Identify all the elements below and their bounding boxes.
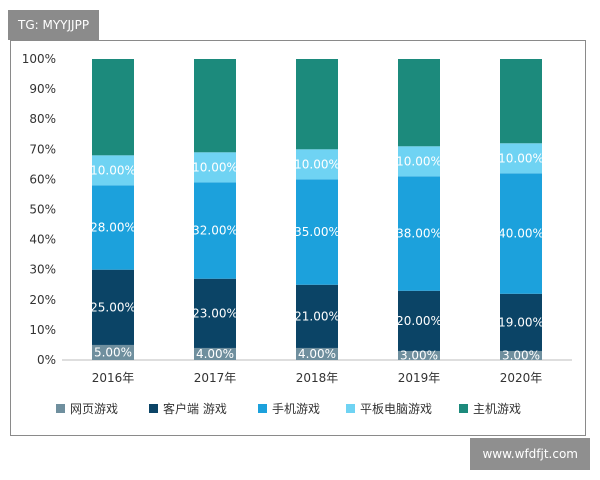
data-label: 19.00% bbox=[498, 315, 544, 329]
bar-segment bbox=[194, 347, 236, 360]
bar-segment bbox=[500, 173, 542, 294]
bar-segment bbox=[296, 284, 338, 348]
bar-segment bbox=[296, 149, 338, 180]
bar-segment bbox=[398, 59, 440, 147]
y-tick-label: 60% bbox=[29, 172, 56, 186]
bar-segment bbox=[296, 59, 338, 150]
bar-segment bbox=[92, 59, 134, 156]
data-labels-layer: 5.00% 25.00% 28.00% 10.00% 4.00% 23.00% 32.00%… bbox=[90, 151, 544, 362]
bar-segment bbox=[398, 350, 440, 360]
watermark-top-badge: TG: MYYJJPP bbox=[8, 10, 100, 40]
data-label: 20.00% bbox=[396, 314, 442, 328]
data-label: 10.00% bbox=[396, 154, 442, 168]
data-label: 4.00% bbox=[298, 347, 336, 361]
data-label: 3.00% bbox=[400, 348, 438, 362]
legend-swatch bbox=[459, 404, 468, 413]
bar-segment bbox=[194, 182, 236, 279]
bar-segment bbox=[92, 344, 134, 360]
data-label: 25.00% bbox=[90, 300, 136, 314]
bar-segment bbox=[500, 293, 542, 351]
legend-label: 手机游戏 bbox=[272, 402, 320, 416]
y-tick-label: 0% bbox=[37, 353, 56, 367]
legend-swatch bbox=[346, 404, 355, 413]
data-label: 10.00% bbox=[90, 163, 136, 177]
y-tick-label: 20% bbox=[29, 293, 56, 307]
bar-segment bbox=[398, 176, 440, 291]
legend-swatch bbox=[258, 404, 267, 413]
x-tick-label: 2016年 bbox=[92, 371, 135, 385]
legend-label: 主机游戏 bbox=[473, 402, 521, 416]
bar-segment bbox=[194, 278, 236, 348]
legend-label: 网页游戏 bbox=[70, 402, 118, 416]
y-tick-label: 90% bbox=[29, 82, 56, 96]
x-tick-label: 2017年 bbox=[194, 371, 237, 385]
bar-segment bbox=[398, 146, 440, 177]
y-tick-label: 10% bbox=[29, 323, 56, 337]
bar-segment bbox=[296, 347, 338, 360]
data-label: 3.00% bbox=[502, 348, 540, 362]
watermark-bottom-badge: www.wfdfjt.com bbox=[470, 438, 590, 470]
x-tick-label: 2019年 bbox=[398, 371, 441, 385]
x-tick-label: 2020年 bbox=[500, 371, 543, 385]
data-label: 5.00% bbox=[94, 345, 132, 359]
data-label: 32.00% bbox=[192, 224, 238, 238]
bar-segment bbox=[500, 143, 542, 174]
data-label: 28.00% bbox=[90, 221, 136, 235]
y-tick-label: 70% bbox=[29, 142, 56, 156]
bars-layer bbox=[92, 59, 542, 360]
data-label: 10.00% bbox=[192, 160, 238, 174]
bar-segment bbox=[500, 350, 542, 360]
x-tick-label: 2018年 bbox=[296, 371, 339, 385]
data-label: 35.00% bbox=[294, 225, 340, 239]
bar-segment bbox=[194, 152, 236, 183]
y-tick-label: 40% bbox=[29, 233, 56, 247]
bar-segment bbox=[92, 155, 134, 186]
y-tick-label: 80% bbox=[29, 112, 56, 126]
bar-segment bbox=[398, 290, 440, 351]
data-label: 23.00% bbox=[192, 306, 238, 320]
bar-segment bbox=[194, 59, 236, 153]
bar-segment bbox=[92, 269, 134, 345]
y-tick-label: 30% bbox=[29, 263, 56, 277]
data-label: 4.00% bbox=[196, 347, 234, 361]
data-label: 40.00% bbox=[498, 227, 544, 241]
y-tick-label: 100% bbox=[22, 52, 56, 66]
legend-swatch bbox=[56, 404, 65, 413]
data-label: 10.00% bbox=[498, 151, 544, 165]
bar-segment bbox=[500, 59, 542, 144]
y-tick-label: 50% bbox=[29, 203, 56, 217]
bar-segment bbox=[92, 185, 134, 270]
bar-segment bbox=[296, 179, 338, 285]
legend-label: 平板电脑游戏 bbox=[360, 402, 432, 416]
legend-label: 客户端 游戏 bbox=[163, 401, 227, 416]
legend-swatch bbox=[149, 404, 158, 413]
data-label: 21.00% bbox=[294, 309, 340, 323]
legend: 网页游戏 客户端 游戏 手机游戏 平板电脑游戏 主机游戏 bbox=[56, 401, 521, 416]
axis-layer: 0% 10% 20% 30% 40% 50% 60% 70% 80% 90% 100% 2016年 20… bbox=[22, 52, 572, 385]
data-label: 38.00% bbox=[396, 227, 442, 241]
data-label: 10.00% bbox=[294, 157, 340, 171]
